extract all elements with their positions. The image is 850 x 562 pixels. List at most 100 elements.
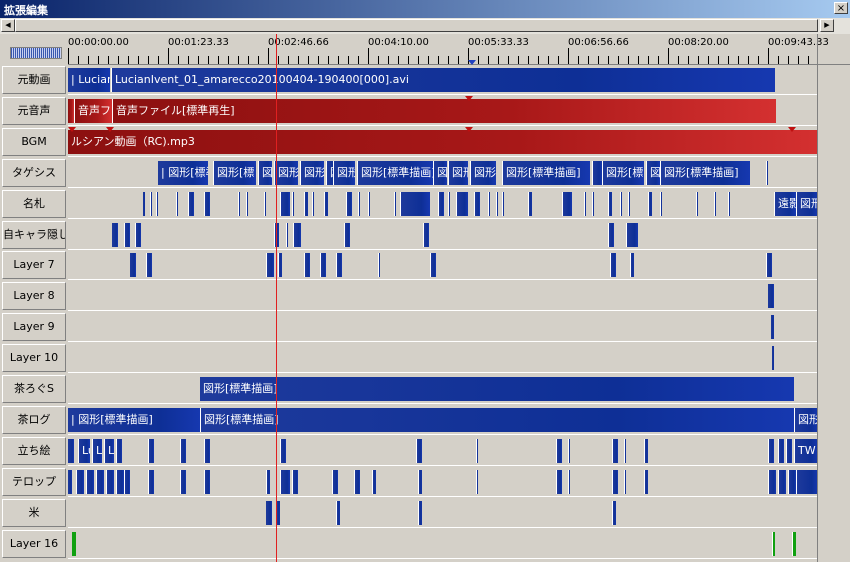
timeline-object[interactable]	[556, 469, 562, 494]
timeline-object[interactable]	[346, 191, 352, 216]
timeline-object[interactable]	[772, 531, 775, 556]
timeline-object[interactable]: 図形	[448, 160, 468, 185]
timeline-object[interactable]: | 図形[標準	[158, 160, 208, 185]
timeline-object[interactable]: ルシアン動画（RC).mp3	[68, 129, 818, 154]
timeline-object[interactable]	[286, 222, 288, 247]
timeline-object[interactable]: | Luciar	[68, 68, 110, 92]
layer-lane[interactable]: Lu LL TW	[68, 436, 818, 466]
timeline-object[interactable]	[768, 469, 776, 494]
timeline-object[interactable]	[336, 253, 342, 278]
layer-lane[interactable]: ルシアン動画（RC).mp3	[68, 126, 818, 157]
layer-label[interactable]: 名札	[2, 189, 66, 218]
timeline-object[interactable]: 図形[標	[602, 160, 644, 185]
timeline-object[interactable]	[246, 191, 248, 216]
timeline-object[interactable]	[772, 346, 774, 371]
timeline-object[interactable]	[612, 500, 616, 525]
timeline-object[interactable]	[146, 253, 152, 278]
timeline-object[interactable]	[592, 191, 594, 216]
timeline-object[interactable]	[112, 222, 118, 247]
timeline-object[interactable]	[292, 469, 298, 494]
timeline-object[interactable]: 図形	[796, 191, 818, 216]
timeline-object[interactable]	[148, 438, 154, 463]
timeline-object[interactable]	[394, 191, 396, 216]
timeline-object[interactable]	[423, 222, 429, 247]
timeline-object[interactable]	[438, 191, 444, 216]
timeline-object[interactable]	[624, 469, 626, 494]
timeline-object[interactable]	[264, 191, 266, 216]
timeline-object[interactable]	[204, 191, 210, 216]
timeline-object[interactable]: 図形[標準描画]	[200, 407, 794, 432]
timeline-object[interactable]: L	[104, 438, 114, 463]
layer-lane[interactable]	[68, 250, 818, 281]
timeline-object[interactable]	[608, 191, 612, 216]
timeline-object[interactable]	[280, 191, 290, 216]
timeline-object[interactable]: | 図形[標準描画]	[68, 407, 200, 432]
layer-label[interactable]: 茶ろぐS	[2, 375, 66, 403]
timeline-object[interactable]	[456, 191, 468, 216]
timeline-object[interactable]	[324, 191, 328, 216]
timeline-object[interactable]	[448, 191, 450, 216]
layer-lane[interactable]: | Luciar LucianIvent_01_amarecco20100404-…	[68, 65, 818, 95]
layer-label[interactable]: Layer 9	[2, 313, 66, 342]
timeline-object[interactable]	[344, 222, 350, 247]
timeline-object[interactable]: 遠影	[774, 191, 796, 216]
timeline-object[interactable]	[608, 222, 614, 247]
timeline-object[interactable]	[124, 222, 130, 247]
timeline-object[interactable]	[778, 469, 786, 494]
timeline-object[interactable]	[528, 191, 532, 216]
horizontal-scrollbar[interactable]: ◀ ▶	[0, 18, 850, 34]
layer-lane[interactable]	[68, 343, 818, 374]
timeline-object[interactable]	[72, 531, 76, 556]
keyframe-marker[interactable]	[106, 126, 114, 132]
timeline-object[interactable]	[612, 469, 618, 494]
timeline-object[interactable]	[293, 222, 301, 247]
timeline-object[interactable]	[106, 469, 114, 494]
timeline-object[interactable]	[204, 469, 210, 494]
timeline-object[interactable]	[278, 253, 282, 278]
timeline-object[interactable]	[488, 191, 490, 216]
timeline-object[interactable]: 図形	[274, 160, 298, 185]
layer-lane[interactable]: | 図形[標準図形[標図図形図形図図形図形[標準描画]図図形図形図形[標準描画]…	[68, 158, 818, 188]
timeline-object[interactable]	[644, 469, 648, 494]
scroll-thumb[interactable]	[15, 19, 818, 32]
timeline-object[interactable]	[568, 438, 570, 463]
timeline-object[interactable]	[180, 469, 186, 494]
layer-label[interactable]: 自キャラ隠し	[2, 220, 66, 249]
timeline-object[interactable]	[204, 438, 210, 463]
timeline-object[interactable]	[792, 531, 796, 556]
timeline-object[interactable]: 図形[標準描画]	[660, 160, 750, 185]
timeline-object[interactable]	[696, 191, 698, 216]
timeline-object[interactable]: 図	[258, 160, 272, 185]
keyframe-marker[interactable]	[788, 126, 796, 132]
time-ruler[interactable]: 00:00:00.00 00:01:23.33 00:02:46.66 00:04:1…	[68, 34, 850, 65]
layer-lane[interactable]: | 図形[標準描画] 図形[標準描画] 図形	[68, 405, 818, 435]
playhead-cursor[interactable]	[276, 34, 277, 562]
layer-label[interactable]: Layer 16	[2, 529, 66, 558]
timeline-object[interactable]	[568, 469, 570, 494]
timeline-object[interactable]	[630, 253, 634, 278]
timeline-object[interactable]	[474, 191, 480, 216]
timeline-object[interactable]	[148, 469, 154, 494]
timeline-object[interactable]	[135, 222, 141, 247]
timeline-object[interactable]	[320, 253, 326, 278]
scroll-right-button[interactable]: ▶	[820, 19, 834, 32]
timeline-object[interactable]: 図形[標準描画]	[502, 160, 590, 185]
timeline-object[interactable]	[143, 191, 145, 216]
timeline-object[interactable]: 音声フ	[74, 98, 112, 123]
timeline-object[interactable]	[372, 469, 376, 494]
timeline-object[interactable]	[628, 191, 630, 216]
keyframe-marker[interactable]	[68, 126, 76, 132]
timeline-object[interactable]	[768, 438, 774, 463]
scroll-left-button[interactable]: ◀	[1, 19, 15, 32]
layer-lane[interactable]	[68, 467, 818, 497]
timeline-object[interactable]	[766, 160, 768, 185]
timeline-object[interactable]	[304, 191, 308, 216]
layer-lane[interactable]	[68, 498, 818, 528]
timeline-object[interactable]	[430, 253, 436, 278]
timeline-object[interactable]: 音声ファイル[標準再生]	[112, 98, 776, 123]
layer-label[interactable]: Layer 7	[2, 251, 66, 280]
layer-label[interactable]: テロップ	[2, 467, 66, 496]
layer-lane[interactable]	[68, 529, 818, 559]
timeline-object[interactable]: 図形[標	[213, 160, 256, 185]
layer-label[interactable]: Layer 10	[2, 344, 66, 373]
